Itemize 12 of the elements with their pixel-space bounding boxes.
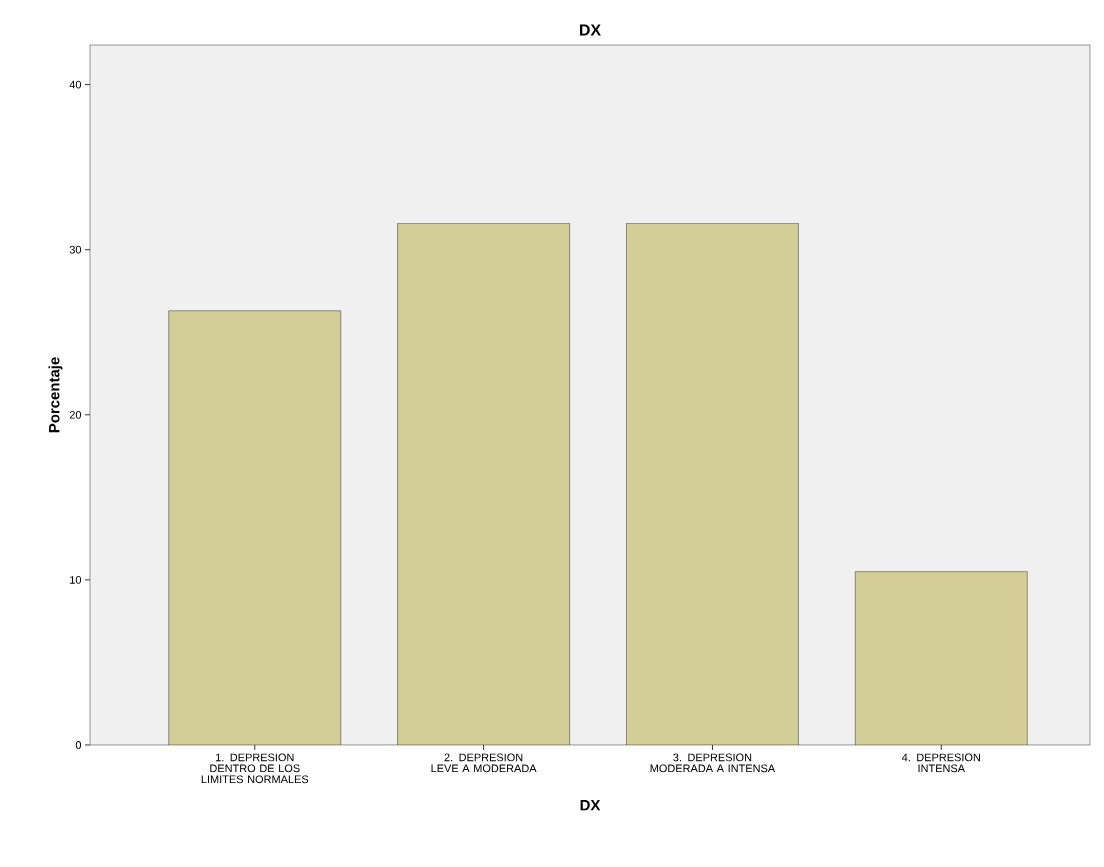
- y-tick-label: 40: [69, 80, 82, 89]
- x-tick-label: 2. DEPRESION LEVE A MODERADA: [431, 753, 537, 773]
- y-tick-label: 20: [69, 410, 82, 419]
- y-tick-label: 0: [75, 741, 82, 749]
- chart-title: DX: [580, 24, 601, 36]
- y-tick-label: 10: [70, 576, 82, 584]
- x-tick-label: 4. DEPRESION INTENSA: [901, 753, 980, 773]
- x-tick-label: 3. DEPRESION MODERADA A INTENSA: [650, 753, 776, 773]
- x-tick-label: 1. DEPRESION DENTRO DE LOS LIMITES NORMALES: [201, 753, 309, 784]
- x-axis-title: DX: [580, 800, 601, 811]
- y-axis-title: Porcentaje: [48, 357, 63, 433]
- y-tick-label: 30: [69, 245, 82, 254]
